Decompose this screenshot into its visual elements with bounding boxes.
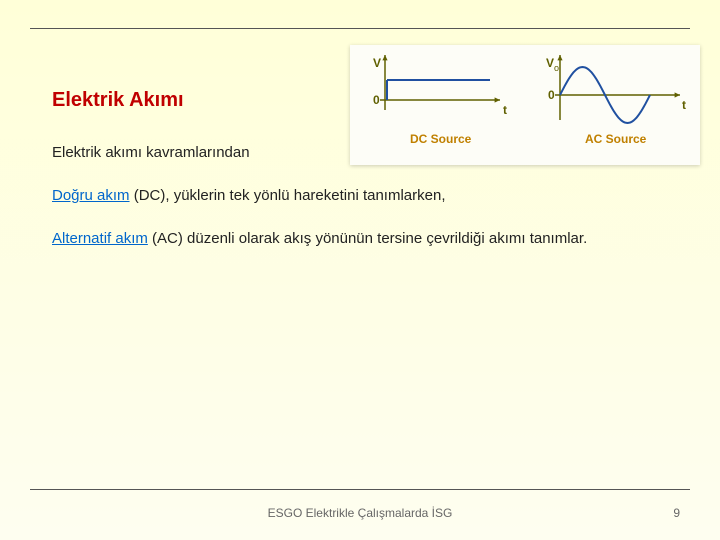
body-text: Elektrik akımı kavramlarından Doğru akım…	[52, 142, 668, 249]
footer-text: ESGO Elektrikle Çalışmalarda İSG	[0, 506, 720, 520]
ac-paragraph: Alternatif akım (AC) düzenli olarak akış…	[52, 228, 668, 249]
dc-rest: (DC), yüklerin tek yönlü hareketini tanı…	[130, 187, 446, 204]
dc-paragraph: Doğru akım (DC), yüklerin tek yönlü hare…	[52, 185, 668, 206]
page-number: 9	[673, 506, 680, 520]
bottom-divider	[30, 489, 690, 490]
content-area: Elektrik Akımı Elektrik akımı kavramları…	[22, 29, 698, 249]
slide-title: Elektrik Akımı	[52, 89, 668, 112]
intro-paragraph: Elektrik akımı kavramlarından	[52, 142, 668, 163]
ac-link[interactable]: Alternatif akım	[52, 230, 148, 247]
slide: V0tDC SourceVo0tAC Source Elektrik Akımı…	[0, 0, 720, 540]
ac-rest: (AC) düzenli olarak akış yönünün tersine…	[148, 230, 587, 247]
dc-link[interactable]: Doğru akım	[52, 187, 130, 204]
